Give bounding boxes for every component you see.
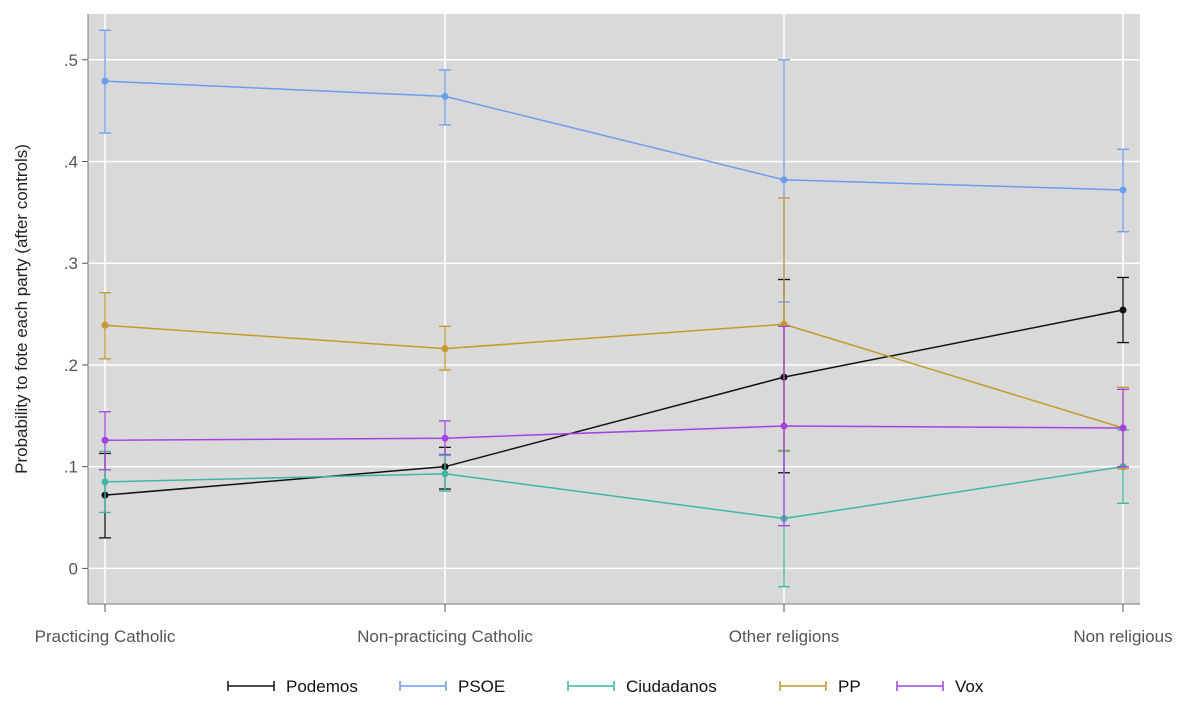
data-point bbox=[1119, 186, 1127, 194]
series-line bbox=[104, 425, 1124, 441]
plot-area bbox=[88, 14, 1140, 604]
y-tick-label: .5 bbox=[64, 51, 78, 70]
legend-item-ciudadanos: Ciudadanos bbox=[567, 677, 717, 696]
data-point bbox=[441, 434, 449, 442]
y-tick-label: .3 bbox=[64, 254, 78, 273]
series-vox bbox=[99, 325, 1129, 527]
x-tick-label: Non religious bbox=[1073, 627, 1172, 646]
y-axis-title: Probability to fote each party (after co… bbox=[12, 144, 31, 474]
series-line bbox=[104, 323, 1124, 429]
data-point bbox=[1119, 306, 1127, 314]
axes: 0 .1 .2 .3 .4 .5 Practicing Catholic Non-practi… bbox=[35, 14, 1173, 646]
legend: Podemos PSOE Ciudadanos PP Vox bbox=[227, 677, 984, 696]
y-tick-label: .2 bbox=[64, 356, 78, 375]
y-tick-label: .4 bbox=[64, 153, 78, 172]
y-tick-label: 0 bbox=[69, 559, 78, 578]
data-point bbox=[780, 176, 788, 184]
data-point bbox=[101, 321, 109, 329]
data-point bbox=[441, 345, 449, 353]
series-line bbox=[104, 465, 1124, 520]
data-point bbox=[101, 436, 109, 444]
legend-item-pp: PP bbox=[779, 677, 861, 696]
legend-label: Vox bbox=[955, 677, 984, 696]
data-point bbox=[101, 478, 109, 486]
legend-label: PSOE bbox=[458, 677, 505, 696]
y-tick-label: .1 bbox=[64, 458, 78, 477]
data-point bbox=[441, 92, 449, 100]
series-line bbox=[104, 80, 1124, 191]
data-point bbox=[101, 77, 109, 85]
legend-item-psoe: PSOE bbox=[399, 677, 505, 696]
data-point bbox=[1119, 424, 1127, 432]
x-tick-label: Other religions bbox=[729, 627, 840, 646]
x-tick-label: Non-practicing Catholic bbox=[357, 627, 533, 646]
legend-label: Podemos bbox=[286, 677, 358, 696]
series-group bbox=[99, 29, 1129, 588]
legend-item-podemos: Podemos bbox=[227, 677, 358, 696]
data-point bbox=[780, 422, 788, 430]
legend-label: PP bbox=[838, 677, 861, 696]
x-tick-label: Practicing Catholic bbox=[35, 627, 176, 646]
data-point bbox=[441, 470, 449, 478]
legend-item-vox: Vox bbox=[896, 677, 984, 696]
series-line bbox=[104, 309, 1124, 496]
legend-label: Ciudadanos bbox=[626, 677, 717, 696]
